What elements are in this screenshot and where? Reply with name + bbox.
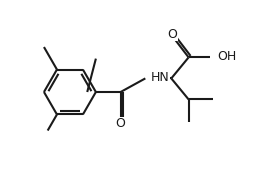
Text: O: O — [116, 117, 126, 130]
Text: OH: OH — [217, 50, 236, 63]
Text: HN: HN — [151, 71, 170, 84]
Text: O: O — [168, 28, 177, 41]
